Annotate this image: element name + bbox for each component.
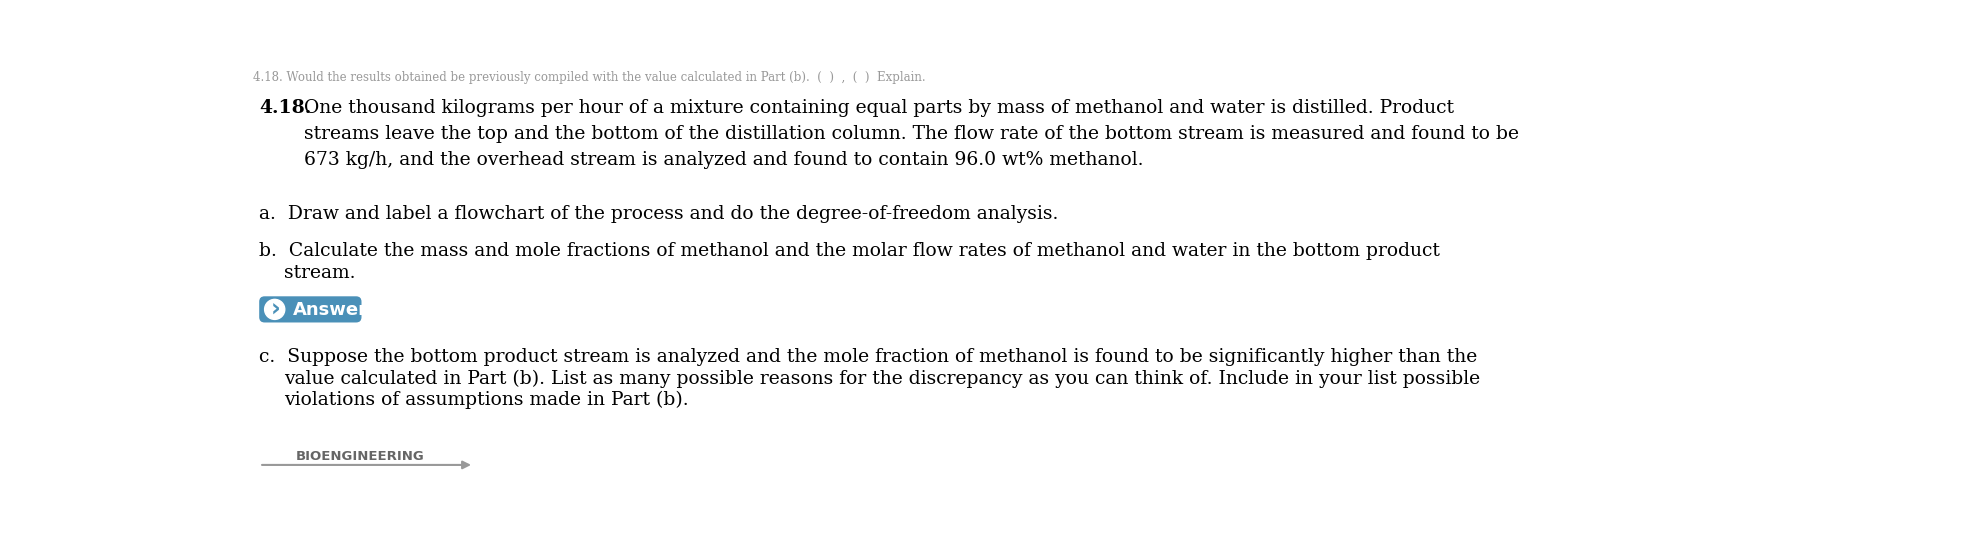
Text: b.  Calculate the mass and mole fractions of methanol and the molar flow rates o: b. Calculate the mass and mole fractions… (259, 242, 1440, 261)
Text: BIOENGINEERING: BIOENGINEERING (296, 449, 424, 462)
Text: value calculated in Part (b). List as many possible reasons for the discrepancy : value calculated in Part (b). List as ma… (284, 369, 1479, 388)
Text: ›: › (271, 298, 281, 322)
FancyBboxPatch shape (259, 296, 361, 323)
Circle shape (265, 299, 284, 319)
Text: One thousand kilograms per hour of a mixture containing equal parts by mass of m: One thousand kilograms per hour of a mix… (304, 99, 1519, 169)
Text: stream.: stream. (284, 264, 355, 282)
Text: c.  Suppose the bottom product stream is analyzed and the mole fraction of metha: c. Suppose the bottom product stream is … (259, 348, 1477, 366)
Text: Answer: Answer (292, 301, 369, 319)
Text: a.  Draw and label a flowchart of the process and do the degree-of-freedom analy: a. Draw and label a flowchart of the pro… (259, 206, 1059, 223)
Text: violations of assumptions made in Part (b).: violations of assumptions made in Part (… (284, 391, 689, 409)
Text: 4.18.: 4.18. (259, 99, 312, 117)
Text: 4.18. Would the results obtained be previously compiled with the value calculate: 4.18. Would the results obtained be prev… (253, 71, 926, 84)
